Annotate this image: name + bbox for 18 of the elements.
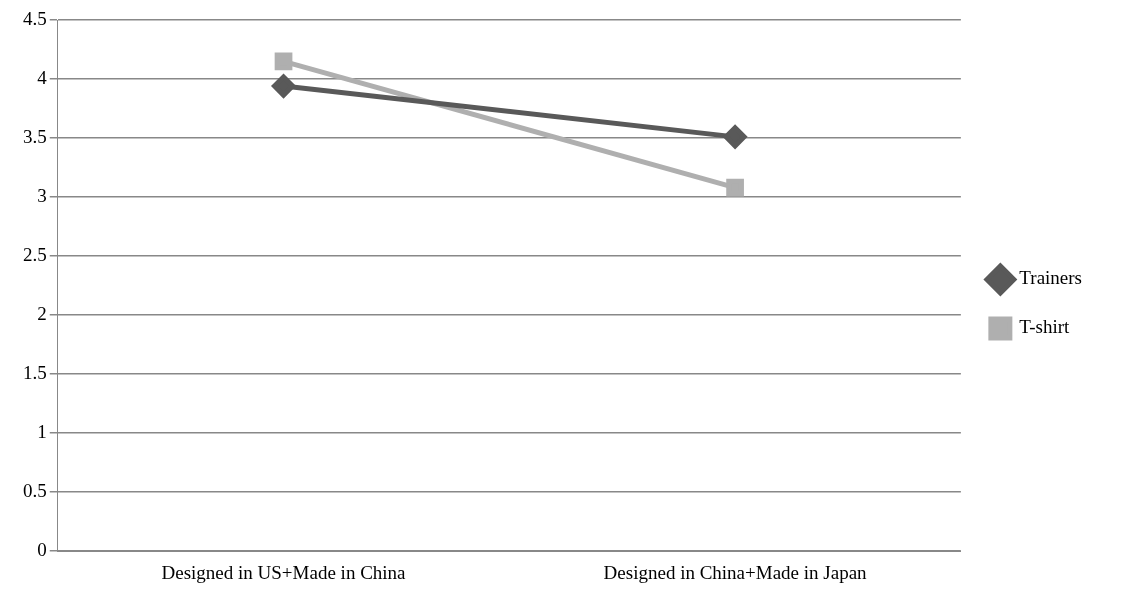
point bbox=[274, 52, 293, 71]
legend-label: Trainers bbox=[1019, 267, 1083, 289]
y-tick-label: 0 bbox=[37, 539, 47, 561]
x-tick-label: Designed in China+Made in Japan bbox=[603, 561, 868, 583]
y-tick-label: 3.5 bbox=[23, 126, 47, 148]
y-tick-label: 3 bbox=[37, 185, 47, 207]
y-tick-label: 2 bbox=[37, 303, 47, 325]
y-tick-label: 1 bbox=[37, 421, 47, 443]
y-tick-label: 4.5 bbox=[23, 7, 47, 29]
y-tick-label: 4 bbox=[37, 67, 48, 89]
legend-label: T-shirt bbox=[1019, 316, 1071, 338]
point bbox=[723, 125, 747, 149]
point bbox=[726, 178, 744, 197]
point bbox=[272, 74, 296, 98]
y-tick-label: 0.5 bbox=[23, 480, 47, 502]
y-tick-label: 1.5 bbox=[23, 362, 47, 384]
y-tick-label: 2.5 bbox=[23, 244, 47, 266]
x-tick-label: Designed in US+Made in China bbox=[161, 561, 407, 583]
